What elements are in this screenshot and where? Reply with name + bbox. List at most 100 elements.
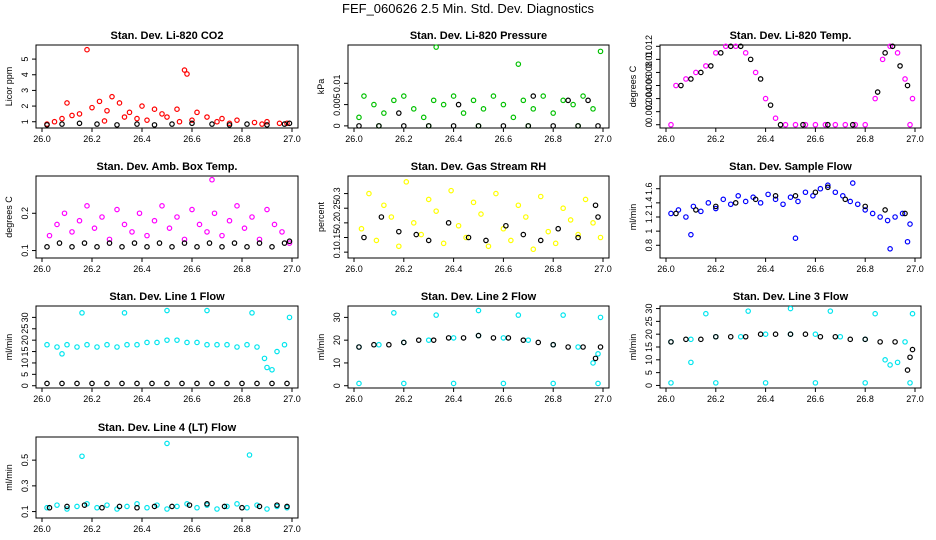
data-point [720,196,727,203]
series-1 [44,46,290,127]
data-point [104,341,110,348]
data-point [64,100,70,106]
y-axis-label: ml/min [4,334,14,361]
series-1 [44,307,293,373]
data-point [832,333,839,340]
data-point [595,123,601,129]
y-tick-label: 0 [332,123,342,128]
data-point [877,339,883,345]
data-point [902,76,908,82]
data-point [757,200,764,206]
data-point [169,503,175,510]
data-point [194,504,200,511]
data-point [184,339,190,346]
data-point [214,118,220,125]
data-point [847,336,854,343]
data-point [159,111,165,117]
plot-frame [35,44,299,129]
data-point [386,341,392,348]
data-point [530,246,537,253]
data-point [84,46,90,53]
data-point [271,221,278,228]
data-point [413,231,420,238]
series-2 [361,202,601,244]
data-point [810,192,816,199]
data-point [44,122,50,128]
data-point [894,50,901,56]
x-tick-label: 26.0 [33,264,51,274]
data-point [688,336,694,343]
data-point [59,351,65,357]
data-point [54,344,60,350]
data-point [224,503,230,510]
x-tick-label: 27.0 [283,134,301,144]
data-point [206,240,213,246]
y-tick-label: 0.5 [20,454,30,467]
data-point [251,119,258,126]
data-point [134,115,140,122]
y-tick-label: 0.002 [644,100,654,123]
x-tick-label: 27.0 [594,394,612,404]
x-tick-label: 26.4 [757,394,775,404]
y-tick-label: 30 [332,312,342,322]
data-point [882,357,888,363]
series-2 [356,332,604,362]
data-point [400,380,407,387]
data-point [463,234,469,241]
y-tick-label: 20 [644,329,654,339]
data-point [887,362,893,368]
data-point [580,344,586,350]
chart-title: Stan. Dev. Line 1 Flow [109,291,225,303]
x-tick-label: 26.6 [495,134,513,144]
data-point [226,122,233,128]
x-tick-label: 26.8 [233,524,251,534]
data-point [76,111,83,117]
data-point [189,206,195,213]
x-tick-label: 26.0 [33,134,51,144]
y-axis-label: ml/min [628,334,638,361]
data-point [877,214,883,220]
data-point [151,503,158,510]
x-tick-label: 26.4 [445,134,463,144]
data-point [425,196,432,203]
data-point [802,121,809,128]
data-point [887,246,893,252]
data-point [727,201,734,208]
data-point [683,336,689,343]
data-point [712,205,719,212]
data-point [136,210,143,217]
chart-panel-1: Stan. Dev. Li-820 CO2 Licor ppm 26.0 26.2 26… [4,30,301,144]
data-point [94,121,100,127]
data-point [575,231,581,238]
data-point [668,339,674,345]
data-point [234,344,240,350]
data-point [400,123,407,129]
data-point [54,502,60,508]
series-2 [673,184,908,217]
chart-title: Stan. Dev. Li-820 CO2 [111,30,224,42]
x-tick-label: 27.0 [283,524,301,534]
data-point [560,312,566,318]
x-tick-label: 26.4 [757,134,775,144]
data-point [281,121,288,127]
data-point [119,380,125,387]
data-point [226,217,233,224]
data-point [690,203,697,210]
data-point [219,232,225,239]
plot-frame [35,436,299,519]
data-point [455,222,462,229]
data-point [156,240,163,246]
data-point [515,312,522,318]
data-point [490,93,497,99]
y-tick-label: 4 [20,72,30,77]
data-point [144,339,150,346]
data-point [91,225,98,231]
data-point [194,380,200,387]
data-point [244,244,250,250]
data-point [727,43,734,50]
data-point [124,341,130,348]
data-point [440,240,447,247]
chart-panel-7: Stan. Dev. Line 1 Flow ml/min 26.0 26.2 26.4… [4,291,301,404]
x-tick-label: 26.8 [544,264,562,274]
data-point [433,312,439,318]
